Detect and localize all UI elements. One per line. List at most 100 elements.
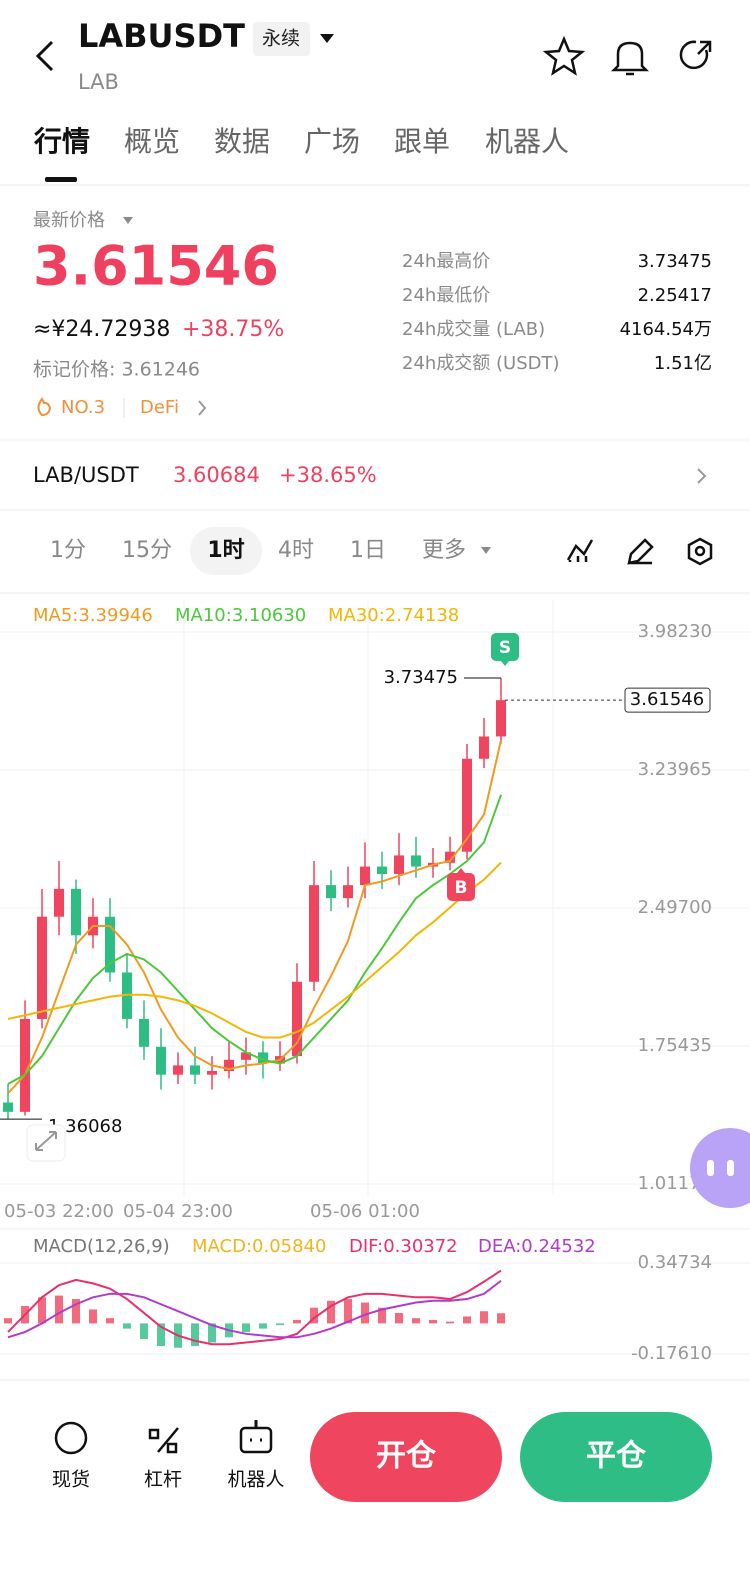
assistant-eye [727, 1160, 734, 1176]
buy-marker-tip [457, 868, 465, 873]
close-button-label[interactable]: 平仓 [586, 1439, 647, 1474]
interval[interactable]: 15分 [122, 538, 172, 563]
candle-body [3, 1102, 13, 1112]
sell-marker [491, 633, 519, 661]
spot-icon[interactable] [54, 1421, 88, 1455]
stat-value: 4164.54万 [620, 319, 712, 340]
interval[interactable]: 1日 [350, 538, 386, 563]
interval[interactable]: 1分 [50, 538, 86, 563]
macd-bar [157, 1323, 165, 1346]
low-label: 1.36068 [48, 1116, 122, 1137]
favorite-icon[interactable] [542, 35, 586, 76]
indicator-title: MACD(12,26,9) [33, 1236, 170, 1257]
fullscreen-button[interactable] [26, 1124, 66, 1162]
candle-body [71, 888, 81, 936]
candle-body [292, 981, 302, 1057]
price-change: +38.75% [182, 317, 284, 342]
candle-body [173, 1065, 183, 1075]
candle-body [496, 700, 506, 737]
candle-body [343, 885, 353, 899]
spot-price[interactable]: 3.60684 [173, 463, 260, 487]
legend-entry: MA30:2.74138 [328, 605, 459, 626]
high-label: 3.73475 [384, 667, 458, 688]
indicator-icon[interactable] [566, 539, 594, 562]
badge-bg[interactable] [253, 22, 310, 56]
kline-chart[interactable]: 3.982303.239652.497001.754351.0117005-03… [0, 600, 750, 1364]
legend-entry: MACD:0.05840 [192, 1236, 326, 1257]
candle-body [479, 736, 489, 759]
more-arrow[interactable] [481, 547, 491, 554]
stat-value: 3.73475 [638, 251, 712, 272]
spot-pair[interactable]: LAB/USDT [33, 463, 139, 487]
tab[interactable]: 数据 [214, 125, 270, 158]
open-button[interactable] [310, 1412, 502, 1502]
candle-body [258, 1052, 268, 1064]
macd-bar [310, 1307, 318, 1324]
candle-body [360, 866, 370, 886]
candle-body [156, 1046, 166, 1075]
macd-bar [327, 1300, 335, 1324]
macd-bar [106, 1318, 114, 1324]
x-tick-label: 05-06 01:00 [310, 1201, 420, 1222]
last-price: 3.61546 [33, 235, 279, 298]
interval[interactable]: 更多 [422, 538, 466, 563]
macd-bar [361, 1302, 369, 1324]
macd-bar [72, 1299, 80, 1324]
stat-value: 1.51亿 [654, 353, 712, 374]
tab[interactable]: 概览 [124, 125, 180, 158]
share-icon[interactable] [679, 40, 712, 70]
legend-entry: DIF:0.30372 [349, 1236, 458, 1257]
sector-arrow[interactable] [198, 400, 207, 416]
bot-icon-detail [250, 1420, 262, 1442]
macd-bar [140, 1323, 148, 1340]
y-tick-label: 3.98230 [638, 621, 712, 642]
sell-marker-tip [501, 661, 509, 666]
margin-icon[interactable] [148, 1427, 179, 1454]
sector[interactable]: DeFi [140, 397, 179, 418]
spot-arrow[interactable] [697, 468, 707, 484]
back-button[interactable] [35, 40, 54, 72]
legend-entry: DEA:0.24532 [478, 1236, 596, 1257]
tab[interactable]: 机器人 [485, 125, 569, 158]
settings-icon-center [694, 545, 706, 557]
macd-bar [259, 1323, 267, 1329]
macd-bar [344, 1299, 352, 1324]
open-button-label[interactable]: 开仓 [376, 1439, 437, 1474]
close-button[interactable] [520, 1412, 712, 1502]
action-label[interactable]: 现货 [52, 1469, 90, 1491]
candle-body [462, 758, 472, 852]
price-label-arrow[interactable] [123, 217, 133, 224]
legend-entry: MA10:3.10630 [175, 605, 306, 626]
candle-body [241, 1052, 251, 1060]
x-tick-label: 05-04 23:00 [123, 1201, 233, 1222]
interval[interactable]: 1时 [207, 538, 244, 563]
macd-bar [446, 1321, 454, 1324]
buy-marker-label: B [455, 878, 468, 898]
settings-icon[interactable] [687, 537, 713, 566]
action-label[interactable]: 杠杆 [144, 1469, 182, 1491]
candle-body [54, 888, 64, 917]
alert-icon[interactable] [610, 41, 650, 76]
contract-badge[interactable]: 永续 [262, 28, 300, 50]
y-tick-label: 3.23965 [638, 759, 712, 780]
macd-bar [242, 1323, 250, 1333]
assistant-bubble[interactable] [690, 1128, 750, 1208]
macd-bar [395, 1312, 403, 1324]
tab[interactable]: 广场 [304, 125, 360, 158]
dropdown-arrow[interactable] [320, 34, 334, 43]
rank[interactable]: NO.3 [61, 397, 105, 418]
draw-icon[interactable] [627, 538, 654, 565]
candle-body [309, 885, 319, 982]
macd-line [7, 1279, 502, 1339]
hot-icon [37, 397, 52, 417]
price-tag [624, 687, 711, 713]
bot-icon[interactable] [239, 1426, 273, 1454]
tab[interactable]: 行情 [33, 125, 90, 158]
candle-body [411, 855, 421, 867]
stat-label: 24h最高价 [402, 251, 490, 272]
candle-body [190, 1065, 200, 1075]
interval[interactable]: 4时 [278, 538, 314, 563]
spot-change[interactable]: +38.65% [279, 463, 377, 487]
action-label[interactable]: 机器人 [227, 1469, 284, 1491]
tab[interactable]: 跟单 [394, 125, 450, 158]
